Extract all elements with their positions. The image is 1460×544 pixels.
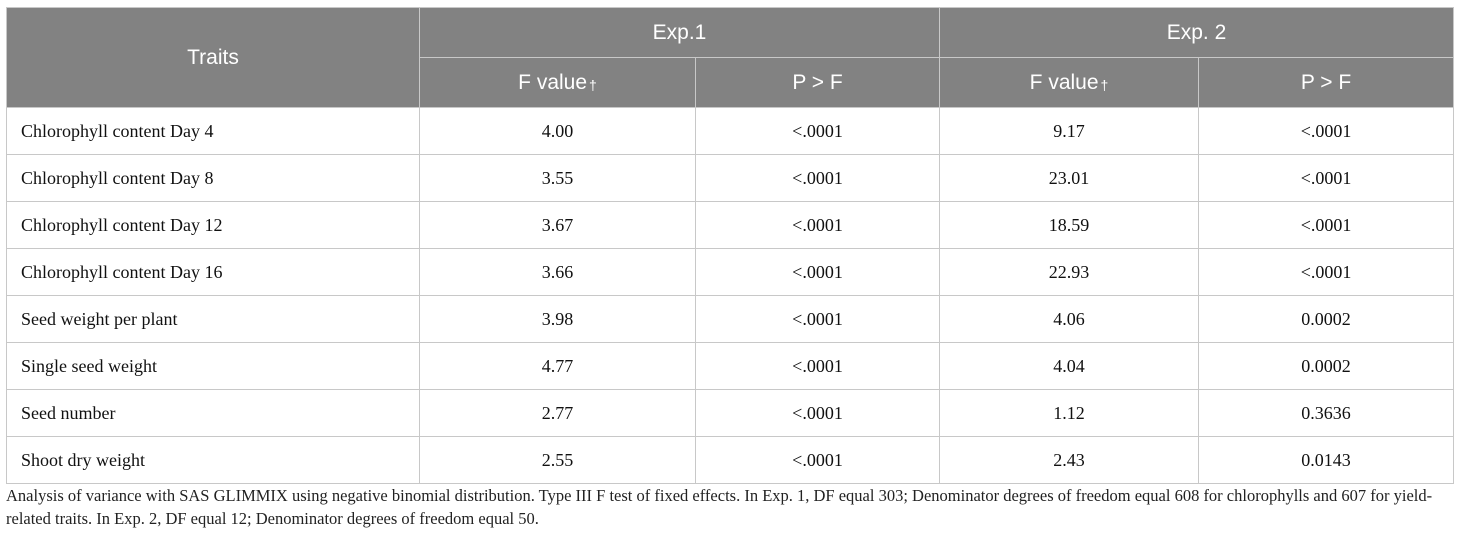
exp2-f-cell: 2.43	[939, 436, 1200, 484]
trait-cell: Chlorophyll content Day 8	[6, 154, 420, 202]
exp1-f-cell: 3.67	[419, 201, 696, 249]
exp1-f-cell: 3.98	[419, 295, 696, 343]
header-exp2-p-value: P > F	[1198, 57, 1455, 108]
trait-cell: Chlorophyll content Day 12	[6, 201, 420, 249]
header-group-exp1: Exp.1	[418, 7, 941, 58]
trait-cell: Seed number	[6, 389, 420, 437]
table-row: Chlorophyll content Day 16 3.66 <.0001 2…	[6, 248, 1455, 296]
dagger-mark: †	[1100, 76, 1109, 93]
exp2-f-cell: 23.01	[939, 154, 1200, 202]
header-exp2-f-value: F value †	[939, 57, 1200, 108]
exp2-p-cell: 0.0143	[1198, 436, 1455, 484]
exp1-f-cell: 4.77	[419, 342, 696, 390]
table-row: Shoot dry weight 2.55 <.0001 2.43 0.0143	[6, 436, 1455, 484]
trait-cell: Chlorophyll content Day 16	[6, 248, 420, 296]
dagger-mark: †	[589, 76, 597, 93]
exp2-f-cell: 22.93	[939, 248, 1200, 296]
exp2-p-cell: <.0001	[1198, 248, 1455, 296]
trait-cell: Seed weight per plant	[6, 295, 420, 343]
table-footnote: Analysis of variance with SAS GLIMMIX us…	[6, 486, 1433, 528]
exp1-p-cell: <.0001	[694, 107, 941, 155]
table-body: Chlorophyll content Day 4 4.00 <.0001 9.…	[6, 107, 1455, 484]
table-row: Chlorophyll content Day 8 3.55 <.0001 23…	[6, 154, 1455, 202]
exp2-p-cell: <.0001	[1198, 107, 1455, 155]
exp1-p-cell: <.0001	[694, 389, 941, 437]
table-row: Single seed weight 4.77 <.0001 4.04 0.00…	[6, 342, 1455, 390]
exp2-f-cell: 4.04	[939, 342, 1200, 390]
header-exp1-f-value: F value †	[419, 57, 696, 108]
exp2-f-cell: 18.59	[939, 201, 1200, 249]
exp2-p-cell: <.0001	[1198, 201, 1455, 249]
header-label: F value	[518, 70, 588, 94]
anova-table-container: Traits Exp.1 Exp. 2 F value † P > F F val…	[6, 7, 1455, 484]
exp1-p-cell: <.0001	[694, 436, 941, 484]
table-row: Seed number 2.77 <.0001 1.12 0.3636	[6, 389, 1455, 437]
header-traits: Traits	[6, 7, 420, 108]
anova-table: Traits Exp.1 Exp. 2 F value † P > F F val…	[6, 7, 1455, 484]
exp1-p-cell: <.0001	[694, 342, 941, 390]
header-row-columns: F value † P > F F value † P > F	[7, 57, 1455, 108]
header-label: F value	[1029, 70, 1099, 94]
exp1-f-cell: 3.66	[419, 248, 696, 296]
exp1-f-cell: 3.55	[419, 154, 696, 202]
exp2-p-cell: <.0001	[1198, 154, 1455, 202]
trait-cell: Chlorophyll content Day 4	[6, 107, 420, 155]
header-row-groups: Traits Exp.1 Exp. 2	[6, 7, 1455, 108]
exp2-f-cell: 9.17	[939, 107, 1200, 155]
trait-cell: Single seed weight	[6, 342, 420, 390]
table-row: Chlorophyll content Day 4 4.00 <.0001 9.…	[6, 107, 1455, 155]
exp1-p-cell: <.0001	[694, 248, 941, 296]
exp2-p-cell: 0.0002	[1198, 342, 1455, 390]
exp1-f-cell: 2.55	[419, 436, 696, 484]
exp2-p-cell: 0.3636	[1198, 389, 1455, 437]
exp2-p-cell: 0.0002	[1198, 295, 1455, 343]
header-group-exp2: Exp. 2	[939, 7, 1455, 58]
table-header: Traits Exp.1 Exp. 2 F value † P > F F val…	[6, 7, 1455, 108]
exp2-f-cell: 1.12	[939, 389, 1200, 437]
exp2-f-cell: 4.06	[939, 295, 1200, 343]
header-label: P > F	[792, 70, 843, 94]
exp1-f-cell: 4.00	[419, 107, 696, 155]
exp1-f-cell: 2.77	[419, 389, 696, 437]
exp1-p-cell: <.0001	[694, 295, 941, 343]
header-label: P > F	[1300, 70, 1352, 94]
trait-cell: Shoot dry weight	[6, 436, 420, 484]
table-row: Seed weight per plant 3.98 <.0001 4.06 0…	[6, 295, 1455, 343]
exp1-p-cell: <.0001	[694, 201, 941, 249]
header-exp1-p-value: P > F	[694, 57, 941, 108]
table-row: Chlorophyll content Day 12 3.67 <.0001 1…	[6, 201, 1455, 249]
exp1-p-cell: <.0001	[694, 154, 941, 202]
